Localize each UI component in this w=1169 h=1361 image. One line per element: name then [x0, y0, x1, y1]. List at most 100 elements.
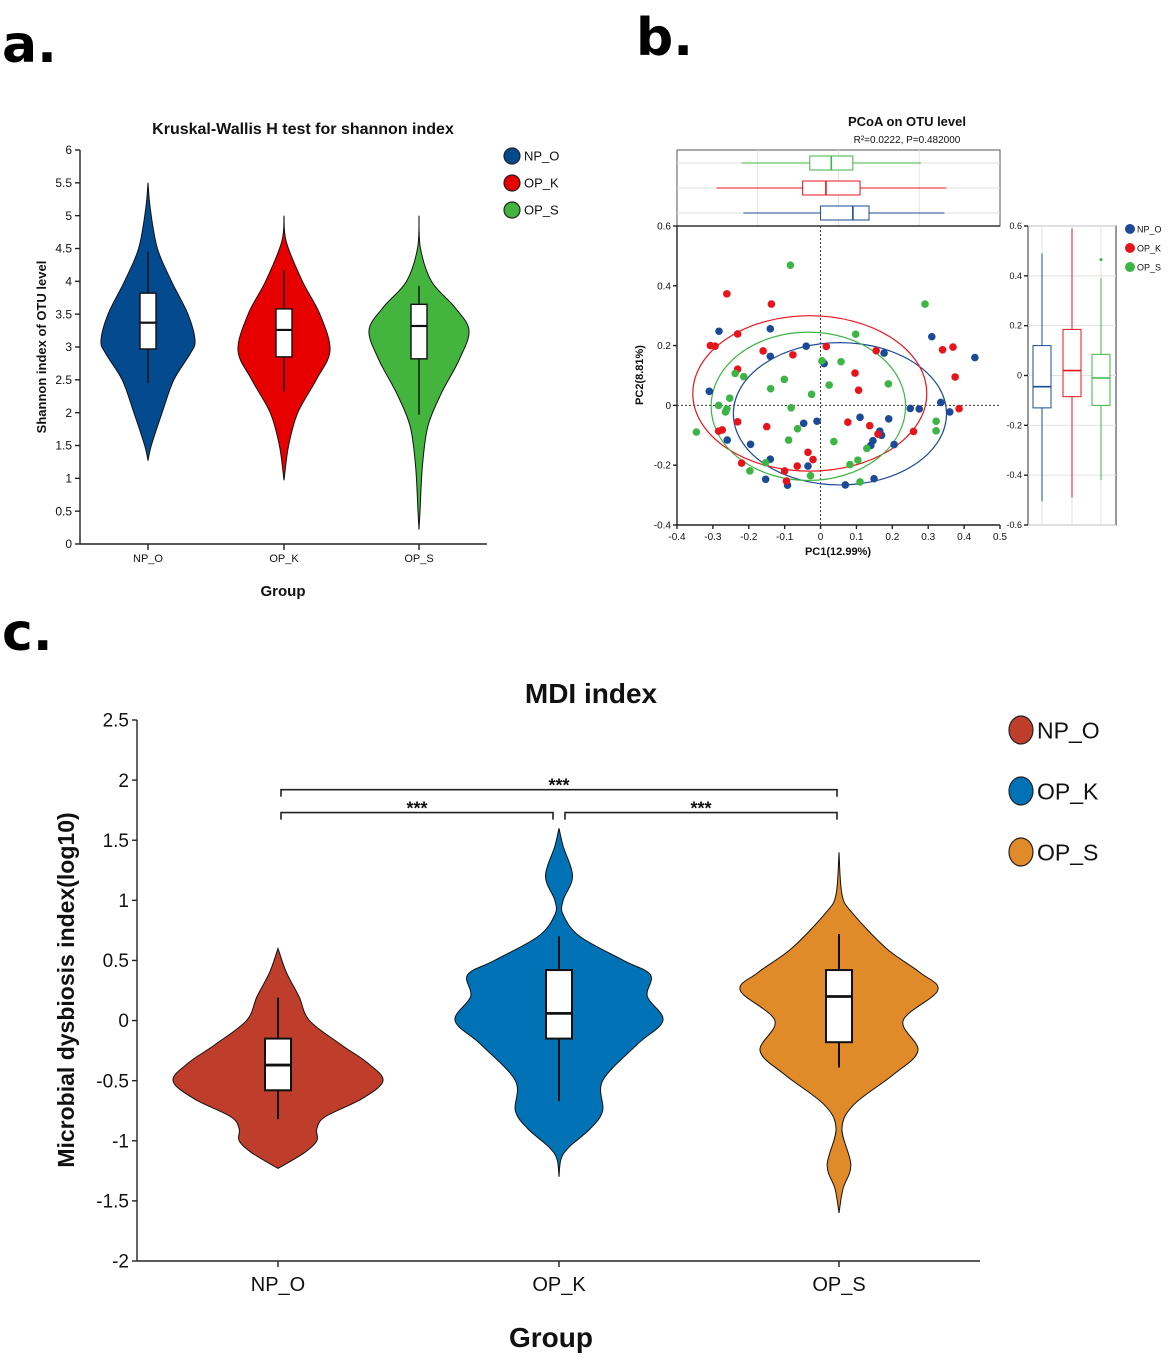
data-point — [884, 415, 893, 423]
y-tick-label: 1.5 — [103, 831, 129, 852]
data-point — [822, 342, 831, 351]
data-point — [746, 467, 754, 475]
legend-label: OP_S — [524, 203, 559, 218]
x-tick-label: 0.4 — [957, 532, 971, 543]
data-point — [746, 440, 755, 449]
outlier-point — [1099, 258, 1103, 262]
violin-OP_K — [237, 215, 331, 481]
legend-item-NP_O: NP_O — [1125, 224, 1162, 235]
x-tick-label: -0.3 — [704, 532, 722, 543]
data-point — [766, 325, 775, 333]
y-tick-label: 1 — [118, 891, 129, 912]
x-tick-label: -0.1 — [776, 532, 794, 543]
right-y-tick-label: -0.6 — [1006, 520, 1022, 530]
legend-swatch — [1125, 262, 1135, 272]
legend-swatch — [1008, 715, 1034, 745]
y-tick-label: 0.6 — [657, 222, 671, 233]
data-point — [928, 332, 936, 341]
legend-swatch — [503, 174, 521, 192]
y-tick-label: 5 — [65, 209, 72, 223]
data-point — [955, 404, 963, 413]
data-point — [841, 481, 850, 489]
data-point — [949, 343, 957, 351]
data-point — [938, 345, 947, 354]
box-iqr — [802, 180, 861, 196]
x-tick-label: -0.4 — [668, 532, 686, 543]
box-iqr — [1062, 328, 1082, 398]
data-point — [951, 373, 959, 381]
data-point — [804, 448, 812, 457]
data-point — [906, 404, 915, 413]
points-OP_S — [692, 261, 940, 486]
legend-item-NP_O: NP_O — [1008, 715, 1100, 745]
right-y-tick-label: -0.4 — [1006, 470, 1022, 480]
legend-label: OP_S — [1137, 263, 1161, 273]
x-tick-label: OP_S — [812, 1274, 865, 1296]
y-tick-label: 2 — [65, 406, 72, 420]
data-point — [733, 418, 742, 426]
data-point — [793, 424, 802, 433]
y-tick-label: 0.5 — [55, 504, 72, 518]
shannon-violin-chart: Kruskal-Wallis H test for shannon index … — [34, 121, 559, 600]
violin-OP_S — [368, 215, 470, 530]
scatter-panel: -0.4 -0.3 -0.2 -0.1 0 0.1 0.2 0.3 0.4 0.5 -0.4 -0.2… — [654, 222, 1008, 544]
significance-label: *** — [406, 799, 427, 819]
data-point — [737, 459, 746, 467]
violin-OP_K — [454, 828, 664, 1177]
points-OP_K — [706, 290, 963, 485]
data-point — [890, 440, 898, 449]
chart-b-ylabel: PC2(8.81%) — [634, 345, 646, 405]
data-point — [809, 455, 817, 464]
data-point — [782, 477, 791, 485]
box-iqr — [1091, 353, 1111, 406]
x-tick-label: OP_K — [532, 1274, 586, 1296]
y-tick-label: 2.5 — [103, 711, 129, 732]
legend-swatch — [503, 147, 521, 165]
data-point — [802, 342, 810, 350]
data-point — [793, 462, 802, 470]
data-point — [807, 390, 816, 399]
y-tick-label: -1.5 — [96, 1192, 129, 1213]
y-tick-label: 0.5 — [103, 951, 129, 972]
significance-label: *** — [690, 799, 711, 819]
data-point — [915, 405, 924, 413]
significance-bracket: *** — [564, 799, 838, 820]
box-iqr — [545, 969, 573, 1040]
data-point — [715, 327, 723, 336]
data-point — [714, 427, 723, 435]
legend-swatch — [1008, 837, 1034, 867]
data-point — [714, 401, 723, 410]
data-point — [804, 462, 812, 470]
y-tick-label: 3.5 — [55, 307, 72, 321]
legend: NP_O OP_K OP_S — [503, 147, 559, 219]
data-point — [830, 437, 838, 446]
data-point — [723, 290, 731, 298]
y-tick-label: 0.2 — [657, 341, 671, 352]
significance-label: *** — [548, 776, 569, 796]
box-iqr — [820, 205, 870, 221]
chart-c-ylabel: Microbial dysbiosis index(log10) — [53, 812, 79, 1167]
legend-label: NP_O — [1137, 225, 1162, 235]
panel-label-a: a. — [2, 15, 57, 75]
data-point — [837, 357, 845, 366]
data-point — [971, 353, 979, 362]
violin-NP_O — [100, 182, 196, 461]
y-tick-label: -0.5 — [96, 1071, 129, 1092]
data-point — [851, 369, 859, 377]
pcoa-scatter-chart: PCoA on OTU level R²=0.0222, P=0.482000 … — [634, 114, 1162, 558]
data-point — [692, 428, 701, 436]
chart-b-xlabel: PC1(12.99%) — [805, 546, 871, 558]
data-point — [786, 261, 795, 269]
x-tick-label: OP_K — [269, 553, 299, 565]
right-y-tick-label: 0.6 — [1009, 221, 1022, 231]
legend-label: NP_O — [1037, 717, 1100, 743]
data-point — [851, 330, 860, 339]
data-point — [759, 347, 767, 355]
x-tick-label: NP_O — [251, 1274, 305, 1296]
data-point — [784, 436, 793, 444]
data-point — [799, 419, 808, 428]
data-point — [731, 369, 739, 378]
legend-swatch — [1125, 224, 1135, 234]
data-point — [711, 342, 719, 350]
